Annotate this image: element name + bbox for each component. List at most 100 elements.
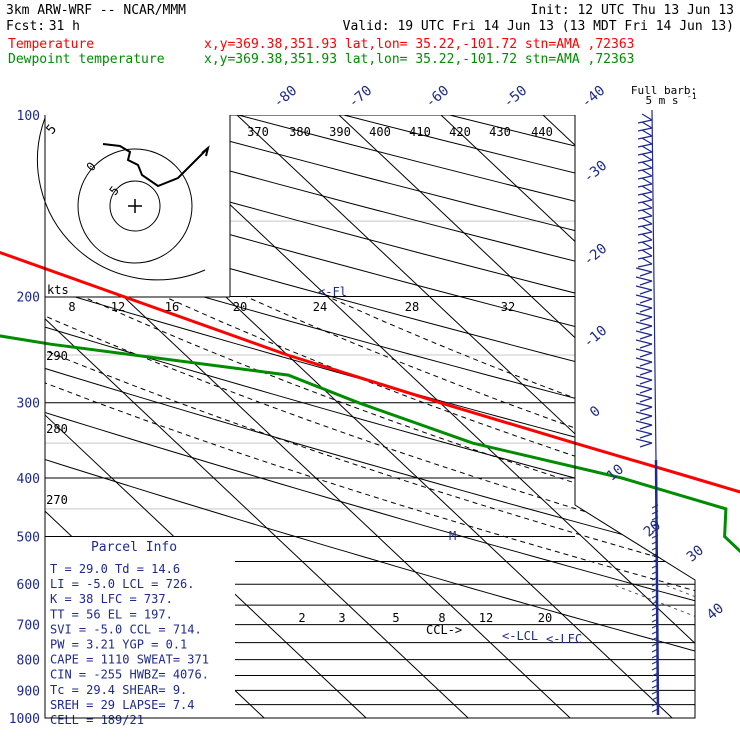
wind-barb xyxy=(651,702,659,707)
wind-barb xyxy=(639,370,653,376)
wind-barb xyxy=(639,271,653,277)
pressure-label-400: 400 xyxy=(17,472,40,487)
wind-barb xyxy=(641,161,653,169)
mixing-ratio-label: 20 xyxy=(538,611,552,625)
isotherm-line xyxy=(542,115,695,718)
parcel-row: CIN = -255 HWBZ= 4076. xyxy=(50,668,209,682)
wind-barb xyxy=(651,546,659,551)
theta-label: 390 xyxy=(329,125,351,139)
mixing-ratio-line xyxy=(734,584,740,718)
wind-staff xyxy=(654,459,660,716)
wind-barb xyxy=(635,393,653,399)
wind-barb xyxy=(635,321,653,327)
wind-barb xyxy=(639,406,653,412)
wind-barb xyxy=(637,191,653,196)
pressure-label-500: 500 xyxy=(17,530,40,545)
parcel-row: K = 38 LFC = 737. xyxy=(50,592,173,606)
isotherm-label: -40 xyxy=(579,83,609,112)
moist-adiabat xyxy=(163,296,695,718)
wind-barb xyxy=(637,199,653,204)
pressure-label-900: 900 xyxy=(17,684,40,699)
wind-barb xyxy=(637,207,653,212)
theta-label: 420 xyxy=(449,125,471,139)
mixing-ratio-label: 2 xyxy=(298,611,305,625)
forecast-hour: 31 h xyxy=(49,19,80,34)
wind-barb xyxy=(637,175,653,180)
wind-barb xyxy=(635,411,653,417)
wind-barb xyxy=(651,648,659,653)
moist-adiabat xyxy=(45,296,695,718)
wind-barb xyxy=(651,708,659,713)
wind-barb xyxy=(637,151,653,156)
wind-barb xyxy=(641,185,653,193)
sounding-profiles xyxy=(0,250,740,554)
theta-label: 380 xyxy=(289,125,311,139)
wind-barb xyxy=(639,325,653,331)
wind-barb xyxy=(635,312,653,318)
wind-barb xyxy=(651,576,659,581)
wind-barb xyxy=(635,330,653,336)
theta-label: 270 xyxy=(46,493,68,507)
theta-label: 410 xyxy=(409,125,431,139)
hodo-ring-inner xyxy=(109,180,161,232)
wind-barb xyxy=(641,217,653,225)
wind-barb xyxy=(651,594,659,599)
wind-barb xyxy=(637,247,653,252)
theta-label: 280 xyxy=(46,422,68,436)
wind-barb xyxy=(651,558,659,563)
wind-barb xyxy=(637,263,653,268)
dry-adiabat xyxy=(45,115,695,718)
wind-barb xyxy=(641,129,653,137)
mixing-ratio-label: 5 xyxy=(392,611,399,625)
wind-barb xyxy=(641,257,653,265)
wind-barb xyxy=(651,570,659,575)
wind-barb xyxy=(635,366,653,372)
isotherm-label: 20 xyxy=(641,517,664,540)
ccl-marker: CCL-> xyxy=(426,623,462,637)
isotherm-label: -30 xyxy=(581,158,611,187)
pressure-label-800: 800 xyxy=(17,654,40,669)
wind-barb xyxy=(651,612,659,617)
wind-barb xyxy=(637,159,653,164)
wind-barb xyxy=(637,231,653,236)
wind-barb xyxy=(639,343,653,349)
moist-adiabat xyxy=(327,296,695,718)
wind-barb xyxy=(639,280,653,286)
hodograph-trace xyxy=(102,143,209,188)
wind-barb xyxy=(639,442,653,448)
pressure-label-300: 300 xyxy=(17,397,40,412)
theta-label: 430 xyxy=(489,125,511,139)
wind-barb xyxy=(641,233,653,241)
pressure-label-700: 700 xyxy=(17,619,40,634)
wind-barb xyxy=(639,361,653,367)
hodograph-arrow xyxy=(201,145,210,157)
wind-barb xyxy=(651,600,659,605)
parcel-row: TT = 56 EL = 197. xyxy=(50,607,173,621)
wind-barb xyxy=(651,510,659,515)
wind-barb xyxy=(651,516,659,521)
wind-barb xyxy=(637,215,653,220)
dry-adiabat xyxy=(45,115,695,718)
wind-barb xyxy=(639,433,653,439)
dry-adiabat xyxy=(45,115,695,718)
wind-staff xyxy=(651,109,657,461)
isotherm-label: 0 xyxy=(587,403,604,421)
wind-barb xyxy=(651,534,659,539)
model-title: 3km ARW-WRF -- NCAR/MMM xyxy=(6,3,186,18)
wind-barb xyxy=(639,424,653,430)
isotherm-label: -80 xyxy=(271,83,301,112)
wind-barb xyxy=(651,642,659,647)
hodo-speed-label: 28 xyxy=(405,300,419,314)
wind-barb xyxy=(639,316,653,322)
wind-barb xyxy=(637,255,653,260)
parcel-box xyxy=(45,537,235,718)
parcel-info-panel: Parcel Info T = 29.0 Td = 14.6LI = -5.0 L… xyxy=(45,537,235,727)
wind-barb xyxy=(635,420,653,426)
moist-adiabat xyxy=(82,296,695,718)
full-barb-value: 5 m s xyxy=(645,94,678,107)
wind-barb xyxy=(635,348,653,354)
pressure-label-600: 600 xyxy=(17,578,40,593)
hodo-ring-outer xyxy=(77,148,193,264)
wind-barb xyxy=(635,402,653,408)
